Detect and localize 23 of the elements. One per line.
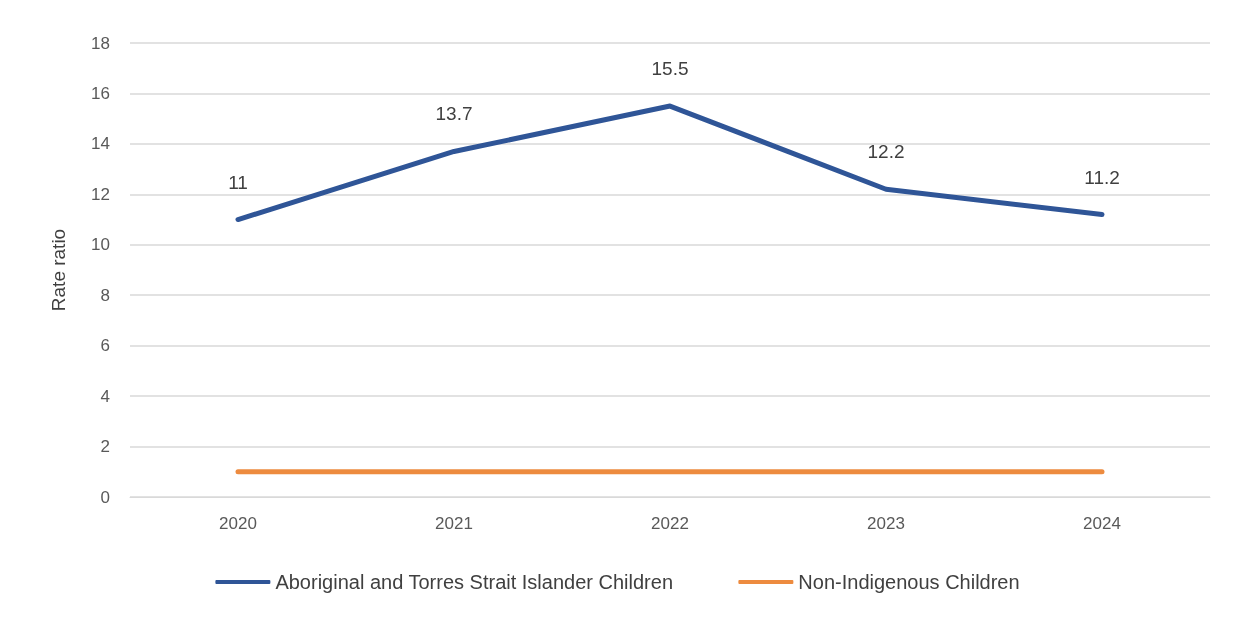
legend-label: Non-Indigenous Children [798, 571, 1020, 593]
y-tick-label: 10 [91, 235, 110, 255]
y-tick-label: 6 [100, 336, 110, 356]
y-tick-label: 16 [91, 83, 110, 103]
data-label: 13.7 [435, 103, 473, 125]
y-tick-label: 14 [91, 134, 110, 154]
y-axis-title: Rate ratio [48, 228, 69, 312]
data-label: 12.2 [867, 141, 905, 163]
x-tick-label: 2024 [1083, 514, 1121, 533]
y-tick-label: 8 [100, 285, 110, 305]
x-tick-label: 2020 [219, 514, 257, 533]
y-tick-label: 18 [91, 33, 110, 53]
data-label: 15.5 [651, 58, 689, 80]
y-tick-label: 2 [100, 437, 110, 457]
x-tick-label: 2021 [435, 514, 473, 533]
x-tick-label: 2022 [651, 514, 689, 533]
data-label: 11.2 [1084, 166, 1120, 188]
x-tick-label: 2023 [867, 514, 905, 533]
legend-label: Aboriginal and Torres Strait Islander Children [275, 571, 674, 593]
y-tick-label: 12 [91, 184, 110, 204]
y-tick-label: 0 [100, 487, 110, 507]
y-tick-label: 4 [100, 386, 110, 406]
data-label: 11 [228, 171, 248, 193]
